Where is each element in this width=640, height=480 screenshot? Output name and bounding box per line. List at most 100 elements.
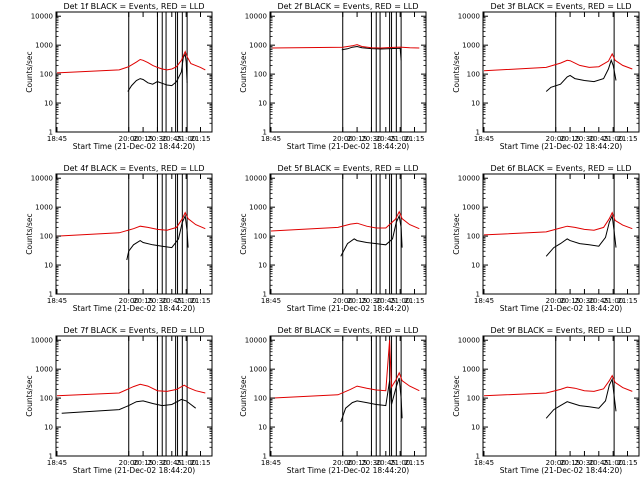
- detector-plot: Det 9f BLACK = Events, RED = LLD 1 10 100 10…: [452, 326, 640, 475]
- y-tick-label: 100: [40, 71, 53, 79]
- x-tick-label: 18:45: [47, 297, 67, 305]
- y-tick-label: 10000: [245, 13, 267, 21]
- x-tick-label: 20:15: [347, 459, 367, 467]
- y-tick-label: 1000: [462, 204, 480, 212]
- x-axis-label: Start Time (21-Dec-02 18:44:20): [73, 142, 195, 151]
- x-tick-label: 20:15: [347, 135, 367, 143]
- y-tick-label: 1: [263, 291, 267, 299]
- x-tick-label: 21:00: [390, 297, 410, 305]
- x-tick-label: 18:45: [261, 135, 281, 143]
- y-tick-label: 100: [467, 71, 480, 79]
- plot-frame: [482, 11, 640, 133]
- y-tick-label: 1: [263, 453, 267, 461]
- detector-plot: Det 6f BLACK = Events, RED = LLD 1 10 100 10…: [452, 164, 640, 313]
- lld-series-line: [56, 50, 206, 74]
- x-tick-label: 20:00: [333, 135, 353, 143]
- y-axis-label: Counts/sec: [452, 375, 461, 416]
- y-axis-label: Counts/sec: [239, 375, 248, 416]
- lld-series-line: [483, 374, 633, 397]
- x-tick-label: 20:45: [589, 135, 609, 143]
- plot-title: Det 4f BLACK = Events, RED = LLD: [63, 164, 204, 173]
- detector-plot: Det 7f BLACK = Events, RED = LLD 1 10 100 10…: [25, 326, 213, 475]
- plot-title: Det 2f BLACK = Events, RED = LLD: [277, 2, 418, 11]
- y-tick-label: 1: [476, 291, 480, 299]
- x-tick-label: 20:45: [162, 297, 182, 305]
- x-axis-label: Start Time (21-Dec-02 18:44:20): [500, 466, 622, 475]
- x-tick-label: 21:00: [390, 135, 410, 143]
- x-tick-label: 21:00: [603, 135, 623, 143]
- plot-title: Det 8f BLACK = Events, RED = LLD: [277, 326, 418, 335]
- plot-frame: [55, 335, 213, 457]
- x-tick-label: 20:30: [147, 459, 167, 467]
- x-axis-label: Start Time (21-Dec-02 18:44:20): [73, 304, 195, 313]
- y-tick-label: 1: [263, 129, 267, 137]
- lld-series-line: [483, 211, 633, 236]
- y-tick-label: 1: [476, 453, 480, 461]
- y-axis-label: Counts/sec: [25, 213, 34, 254]
- y-tick-label: 100: [40, 233, 53, 241]
- plot-frame: [482, 335, 640, 457]
- y-tick-label: 1: [476, 129, 480, 137]
- x-tick-label: 20:45: [162, 459, 182, 467]
- x-tick-label: 20:45: [589, 459, 609, 467]
- x-tick-label: 20:30: [147, 135, 167, 143]
- x-tick-label: 21:15: [617, 135, 637, 143]
- x-tick-label: 18:45: [261, 459, 281, 467]
- y-tick-label: 1: [49, 291, 53, 299]
- y-tick-label: 10: [258, 100, 267, 108]
- x-axis-label: Start Time (21-Dec-02 18:44:20): [287, 466, 409, 475]
- plot-title: Det 1f BLACK = Events, RED = LLD: [63, 2, 204, 11]
- x-tick-label: 20:00: [546, 135, 566, 143]
- events-series-line: [61, 398, 197, 414]
- x-tick-label: 21:15: [617, 297, 637, 305]
- lld-series-line: [270, 44, 420, 49]
- y-tick-label: 1000: [35, 366, 53, 374]
- y-tick-label: 1000: [35, 42, 53, 50]
- events-series-line: [126, 214, 189, 261]
- x-tick-label: 21:15: [190, 459, 210, 467]
- y-tick-label: 100: [467, 233, 480, 241]
- x-tick-label: 18:45: [474, 135, 494, 143]
- y-tick-label: 10: [471, 262, 480, 270]
- lld-series-line: [56, 383, 206, 397]
- plot-title: Det 3f BLACK = Events, RED = LLD: [490, 2, 631, 11]
- x-tick-label: 20:15: [133, 459, 153, 467]
- x-tick-label: 20:15: [560, 135, 580, 143]
- events-series-line: [545, 377, 617, 419]
- x-tick-label: 20:15: [133, 297, 153, 305]
- x-tick-label: 18:45: [47, 135, 67, 143]
- plot-frame: [269, 335, 427, 457]
- x-tick-label: 20:45: [376, 135, 396, 143]
- y-tick-label: 10: [44, 424, 53, 432]
- x-tick-label: 20:00: [546, 297, 566, 305]
- y-axis-label: Counts/sec: [239, 213, 248, 254]
- plot-frame: [482, 173, 640, 295]
- y-tick-label: 10: [471, 100, 480, 108]
- x-tick-label: 18:45: [474, 459, 494, 467]
- x-axis-label: Start Time (21-Dec-02 18:44:20): [287, 304, 409, 313]
- y-axis-label: Counts/sec: [239, 51, 248, 92]
- x-tick-label: 20:00: [333, 297, 353, 305]
- y-tick-label: 10000: [245, 175, 267, 183]
- plot-frame: [55, 173, 213, 295]
- events-series-line: [545, 58, 617, 92]
- y-tick-label: 10: [44, 262, 53, 270]
- y-tick-label: 1000: [462, 42, 480, 50]
- plot-frame: [269, 11, 427, 133]
- x-tick-label: 20:00: [119, 297, 139, 305]
- plot-frame: [269, 173, 427, 295]
- x-axis-label: Start Time (21-Dec-02 18:44:20): [500, 142, 622, 151]
- y-tick-label: 100: [467, 395, 480, 403]
- y-tick-label: 1000: [249, 42, 267, 50]
- x-tick-label: 20:30: [574, 459, 594, 467]
- x-tick-label: 20:30: [361, 297, 381, 305]
- x-tick-label: 21:00: [176, 459, 196, 467]
- x-tick-label: 21:15: [404, 297, 424, 305]
- detector-plot: Det 3f BLACK = Events, RED = LLD 1 10 100 10…: [452, 2, 640, 151]
- events-series-line: [545, 214, 617, 257]
- x-tick-label: 21:00: [603, 459, 623, 467]
- x-tick-label: 20:45: [162, 135, 182, 143]
- y-axis-label: Counts/sec: [25, 375, 34, 416]
- y-tick-label: 10000: [31, 13, 53, 21]
